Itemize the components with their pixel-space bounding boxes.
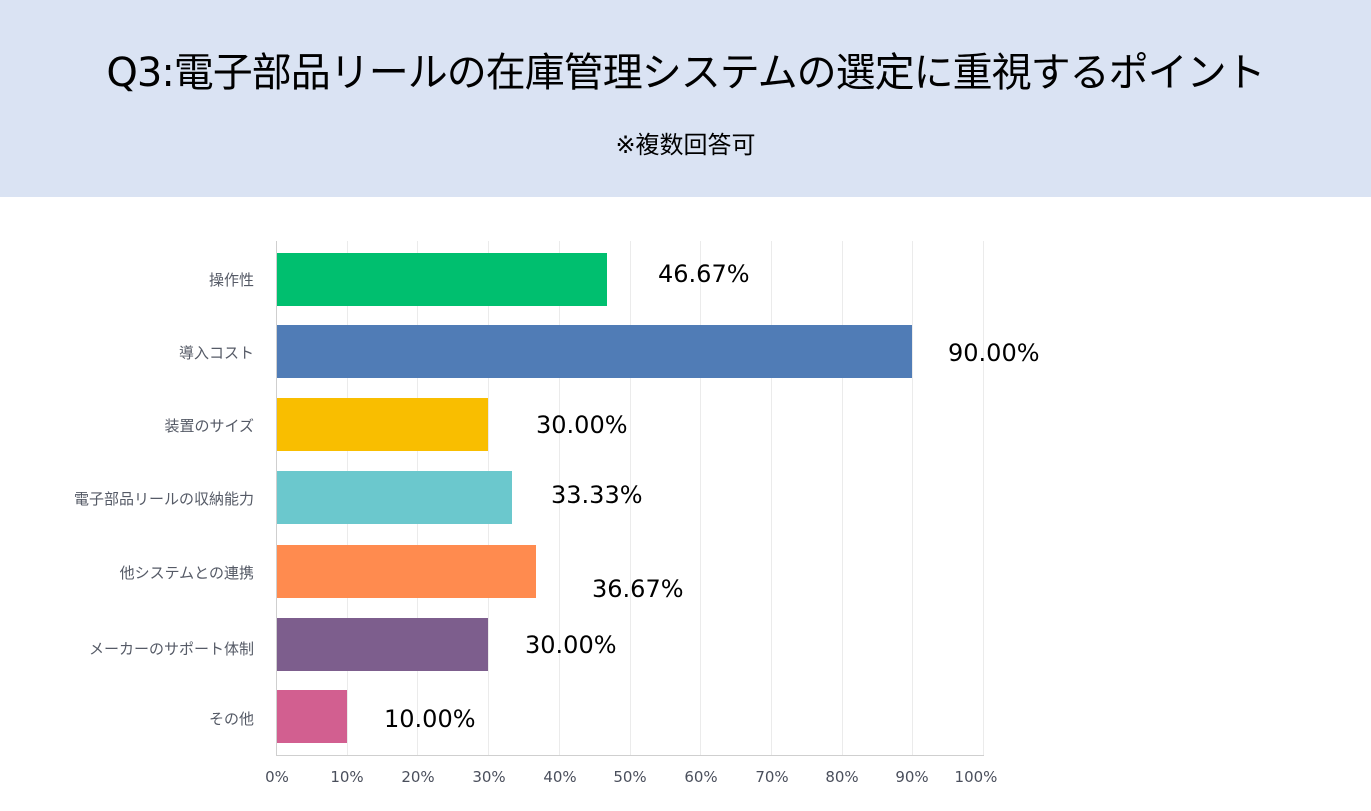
gridline [630,241,631,755]
category-label: 他システムとの連携 [119,564,254,582]
gridline [700,241,701,755]
x-tick-label: 40% [543,768,577,786]
category-label: 操作性 [208,271,254,289]
plot-area [276,241,984,756]
x-tick-label: 30% [472,768,506,786]
gridline [559,241,560,755]
value-label: 36.67% [592,575,684,603]
bar-introduction-cost [277,325,912,378]
bar-system-integration [277,545,536,598]
x-tick-label: 100% [954,768,998,786]
bar-device-size [277,398,488,451]
value-label: 33.33% [551,481,643,509]
bar-other [277,690,347,743]
gridline [983,241,984,755]
chart-title: Q3:電子部品リールの在庫管理システムの選定に重視するポイント [106,50,1265,96]
x-tick-label: 10% [330,768,364,786]
x-tick-label: 90% [895,768,929,786]
x-axis-line [276,755,984,756]
category-label: 装置のサイズ [164,417,254,435]
category-label: メーカーのサポート体制 [88,640,254,658]
gridline [771,241,772,755]
value-label: 90.00% [948,339,1040,367]
bar-reel-capacity [277,471,512,524]
value-label: 10.00% [384,705,476,733]
x-tick-label: 80% [825,768,859,786]
category-label: その他 [208,710,254,728]
header-banner: Q3:電子部品リールの在庫管理システムの選定に重視するポイント ※複数回答可 [0,0,1371,197]
y-axis-line [276,241,277,755]
x-tick-label: 50% [613,768,647,786]
chart-subtitle: ※複数回答可 [615,131,756,159]
bar-operability [277,253,607,306]
value-label: 46.67% [658,260,750,288]
category-label: 導入コスト [178,344,254,362]
x-tick-label: 70% [755,768,789,786]
x-tick-label: 0% [265,768,289,786]
gridline [912,241,913,755]
category-label: 電子部品リールの収納能力 [73,490,254,508]
value-label: 30.00% [525,631,617,659]
gridline [842,241,843,755]
x-tick-label: 60% [684,768,718,786]
value-label: 30.00% [536,411,628,439]
x-tick-label: 20% [401,768,435,786]
bar-maker-support [277,618,488,671]
